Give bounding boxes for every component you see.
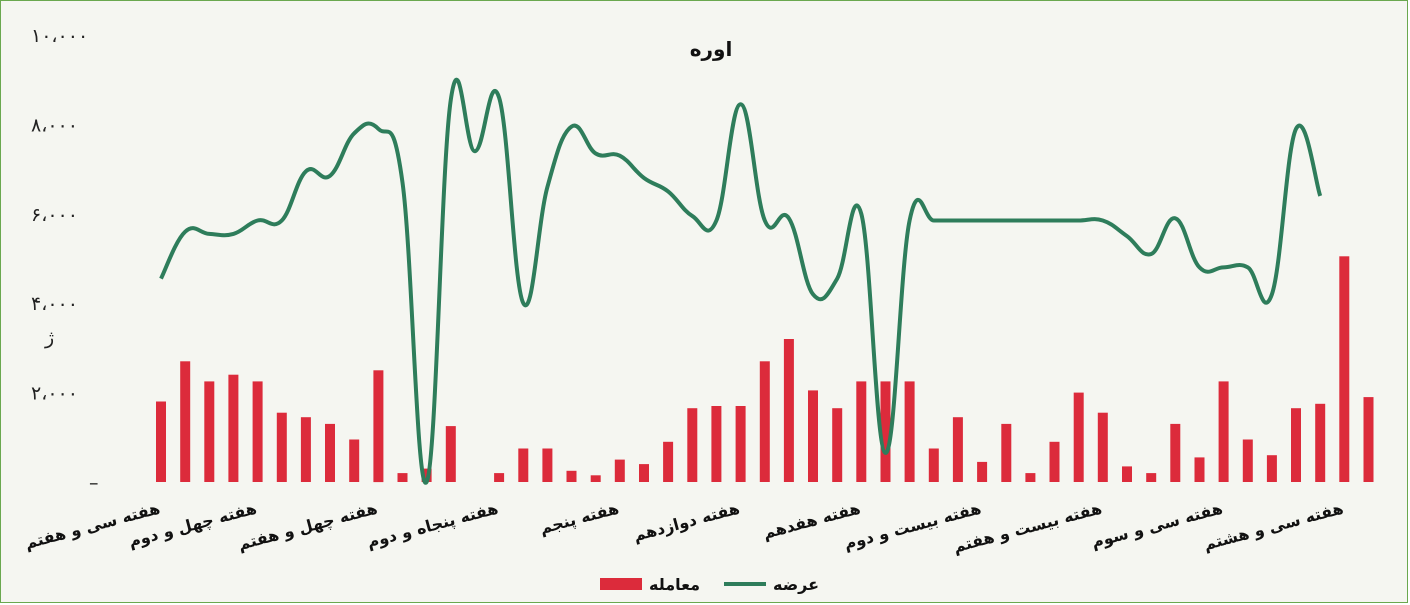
bar: [1073, 392, 1084, 482]
bar: [1339, 256, 1350, 482]
bar: [590, 475, 601, 482]
bar: [783, 339, 794, 482]
bar: [977, 461, 988, 482]
y-tick-label: ۲،۰۰۰: [31, 383, 78, 405]
bar: [1242, 439, 1253, 482]
y-tick-label: –: [89, 472, 99, 494]
bar: [1266, 455, 1277, 482]
bar: [711, 406, 722, 482]
bar: [156, 401, 166, 482]
bar: [373, 370, 384, 483]
bar: [1315, 403, 1326, 482]
y-axis: – ۲،۰۰۰ ۴،۰۰۰ ۶،۰۰۰ ۸،۰۰۰ ۱۰،۰۰۰: [31, 25, 99, 494]
bar: [228, 374, 239, 482]
bar: [1291, 408, 1301, 482]
y-tick-label: ۴،۰۰۰: [31, 293, 78, 315]
bar: [1146, 473, 1157, 482]
bar: [1025, 473, 1036, 482]
y-tick-label: ۶،۰۰۰: [31, 204, 78, 226]
bar: [1170, 423, 1181, 482]
bar: [349, 439, 360, 482]
bar: [614, 459, 625, 482]
chart-title: اوره: [690, 37, 733, 61]
bar: [639, 464, 649, 482]
bar: [1194, 457, 1205, 482]
x-tick-label: هفته پنجاه و دوم: [365, 499, 500, 553]
bar: [904, 381, 915, 482]
bar: [566, 470, 577, 482]
bar: [856, 381, 867, 482]
bar: [880, 381, 891, 482]
bar: [300, 417, 311, 482]
bar: [1049, 441, 1060, 482]
bar: [1218, 381, 1229, 482]
bar: [687, 408, 698, 482]
bar: [759, 361, 770, 482]
legend-label-supply: عرضه: [773, 575, 819, 594]
bar: [518, 448, 529, 482]
x-tick-label: هفته سی و هشتم: [1201, 499, 1345, 555]
bar: [252, 381, 263, 482]
bar: [494, 473, 505, 482]
bar: [1363, 397, 1374, 482]
bar: [397, 473, 408, 482]
y-axis-stray-label: ژ: [44, 327, 54, 349]
bar-series: [156, 256, 1374, 483]
x-tick-label: هفته پنجم: [538, 499, 621, 539]
bar: [928, 448, 939, 482]
legend-swatch-deals: [600, 578, 642, 590]
legend: معامله عرضه: [600, 575, 819, 594]
bar: [952, 417, 963, 482]
x-tick-label: هفته دوازدهم: [631, 499, 741, 546]
bar: [1122, 466, 1132, 482]
bar: [325, 423, 335, 482]
bar: [1097, 412, 1108, 482]
bar: [204, 381, 215, 482]
x-tick-label: هفته چهل و هفتم: [236, 499, 380, 555]
bar: [180, 361, 191, 482]
bar: [832, 408, 843, 482]
y-tick-label: ۸،۰۰۰: [31, 114, 78, 136]
legend-label-deals: معامله: [649, 575, 700, 594]
bar: [663, 441, 674, 482]
bar: [1001, 423, 1012, 482]
bar: [542, 448, 553, 482]
bar: [808, 390, 818, 482]
y-tick-label: ۱۰،۰۰۰: [31, 25, 88, 47]
bar: [735, 406, 746, 482]
bar: [276, 412, 287, 482]
bar: [445, 426, 456, 482]
line-series-supply: [159, 77, 1323, 485]
